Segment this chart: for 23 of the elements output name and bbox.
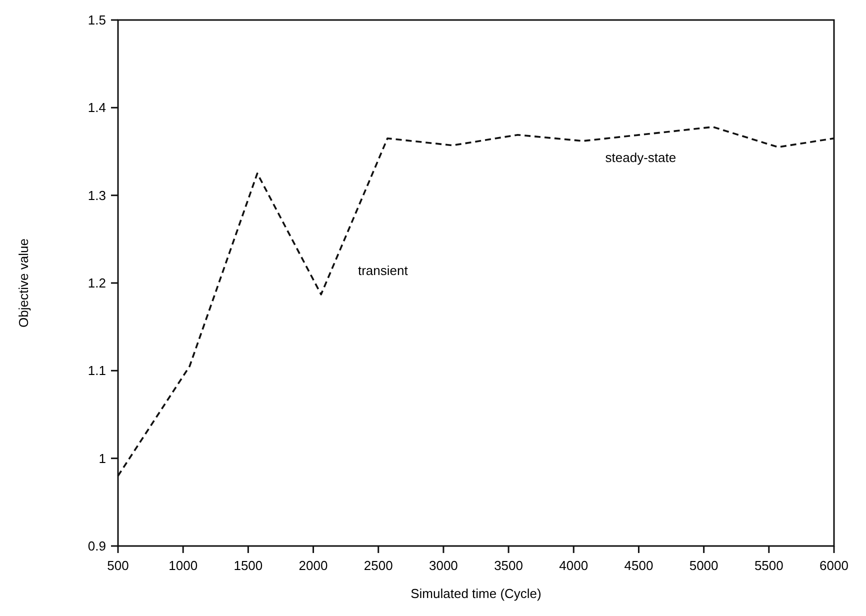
x-tick-label: 3000 (428, 558, 458, 573)
x-tick-label: 5000 (689, 558, 718, 573)
y-tick-label: 0.9 (88, 538, 106, 554)
x-tick-label: 2500 (364, 558, 393, 573)
y-tick-label: 1.3 (88, 188, 106, 203)
x-tick-label: 3500 (494, 558, 524, 573)
x-tick-label: 4500 (624, 558, 654, 573)
x-tick-label: 6000 (820, 558, 848, 573)
x-tick-label: 500 (107, 558, 129, 573)
y-tick-label: 1.2 (88, 276, 106, 291)
x-tick-label: 2000 (298, 558, 328, 573)
x-tick-label: 1000 (168, 558, 198, 573)
x-axis-title: Simulated time (Cycle) (410, 586, 542, 601)
y-axis-title: Objective value (16, 238, 31, 328)
y-tick-label: 1.1 (88, 363, 106, 378)
y-tick-label: 1 (98, 450, 106, 466)
y-tick-label: 1.5 (88, 12, 106, 28)
annotation: transient (358, 263, 408, 278)
x-tick-label: 5500 (754, 558, 784, 573)
y-tick-label: 1.4 (88, 100, 106, 116)
x-tick-label: 4000 (559, 558, 588, 573)
x-tick-label: 1500 (234, 558, 263, 573)
annotation: steady-state (605, 150, 676, 166)
